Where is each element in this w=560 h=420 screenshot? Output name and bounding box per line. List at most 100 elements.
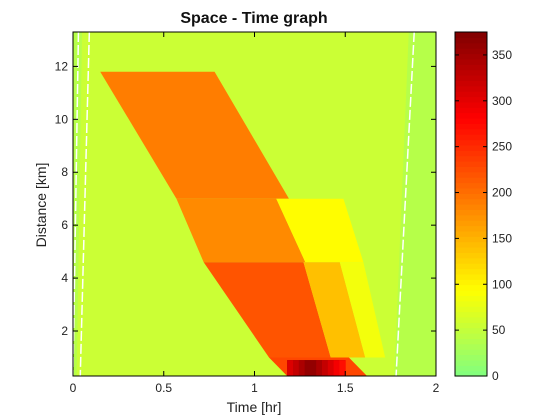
colorbar-segment: [455, 316, 487, 323]
hot-cell: [292, 360, 300, 376]
colorbar-segment: [455, 268, 487, 275]
colorbar-segment: [455, 365, 487, 372]
x-axis-ticks: 0 0.5 1 1.5 2: [70, 32, 440, 395]
colorbar-segment: [455, 220, 487, 227]
colorbar-segment: [455, 311, 487, 318]
colorbar: 0 50 100 150 200 250 300 350: [454, 31, 512, 383]
hot-cell: [287, 360, 294, 376]
colorbar-tick-label: 0: [492, 369, 499, 383]
heatmap-plot-area: [72, 31, 436, 377]
x-tick-label: 1.5: [337, 381, 354, 395]
hot-cell: [339, 360, 346, 376]
colorbar-segment: [455, 263, 487, 270]
colorbar-segment: [455, 279, 487, 286]
colorbar-segment: [455, 214, 487, 221]
vehicle-trajectory-2: [395, 31, 415, 377]
colorbar-segment: [455, 343, 487, 350]
congestion-region-5: [339, 262, 386, 358]
hot-cell: [304, 360, 311, 376]
colorbar-segment: [455, 349, 487, 356]
colorbar-segment: [455, 118, 487, 124]
free-flow-band-0: [73, 32, 83, 376]
colorbar-segment: [455, 123, 487, 130]
colorbar-segment: [455, 161, 487, 167]
y-tick-label: 8: [61, 165, 68, 179]
colorbar-segment: [455, 166, 487, 173]
congestion-region-2: [276, 198, 364, 263]
colorbar-segment: [455, 69, 487, 76]
colorbar-segment: [455, 75, 487, 81]
y-tick-label: 6: [61, 218, 68, 232]
colorbar-segment: [455, 101, 487, 108]
y-tick-label: 4: [61, 271, 68, 285]
colorbar-segment: [455, 290, 487, 296]
colorbar-segment: [455, 80, 487, 87]
colorbar-segment: [455, 236, 487, 243]
congestion-region-1: [176, 198, 306, 263]
colorbar-segment: [455, 306, 487, 313]
colorbar-segment: [455, 225, 487, 232]
y-axis-ticks: 2 4 6 8 10 12: [55, 59, 436, 338]
colorbar-segment: [455, 247, 487, 253]
colorbar-segment: [455, 295, 487, 302]
colorbar-segment: [455, 327, 487, 334]
colorbar-segment: [455, 144, 487, 151]
hot-cell: [322, 360, 329, 376]
y-tick-label: 12: [55, 59, 69, 73]
colorbar-segment: [455, 257, 487, 264]
x-tick-label: 0: [70, 381, 77, 395]
hot-cell: [333, 360, 340, 376]
colorbar-segment: [455, 322, 487, 329]
y-tick-label: 2: [61, 324, 68, 338]
colorbar-segment: [455, 171, 487, 178]
colorbar-segment: [455, 370, 487, 377]
colorbar-segment: [455, 177, 487, 184]
colorbar-segment: [455, 182, 487, 189]
vehicle-trajectory-0: [72, 31, 80, 377]
colorbar-segment: [455, 85, 487, 92]
colorbar-tick-label: 250: [492, 140, 512, 154]
colorbar-segment: [455, 58, 487, 65]
hot-cell: [298, 360, 306, 376]
colorbar-segment: [455, 37, 487, 44]
colorbar-segment: [455, 204, 487, 210]
colorbar-segment: [455, 187, 487, 194]
colorbar-segment: [455, 112, 487, 119]
vehicle-trajectory-1: [79, 31, 91, 377]
colorbar-segment: [455, 134, 487, 141]
free-flow-band-1: [394, 32, 436, 376]
chart-title: Space - Time graph: [180, 10, 327, 27]
hot-cell: [310, 360, 317, 376]
colorbar-tick-label: 100: [492, 277, 512, 291]
colorbar-segment: [455, 230, 487, 237]
colorbar-segment: [455, 32, 487, 38]
colorbar-segment: [455, 91, 487, 98]
colorbar-segment: [455, 273, 487, 280]
colorbar-segment: [455, 193, 487, 200]
colorbar-segment: [455, 284, 487, 291]
colorbar-segment: [455, 96, 487, 103]
colorbar-segment: [455, 359, 487, 366]
colorbar-segment: [455, 300, 487, 307]
colorbar-segment: [455, 155, 487, 162]
colorbar-segment: [455, 139, 487, 146]
congestion-region-3: [203, 262, 331, 358]
colorbar-segment: [455, 198, 487, 205]
colorbar-segment: [455, 338, 487, 345]
colorbar-segment: [455, 53, 487, 60]
colorbar-frame: [454, 31, 488, 377]
colorbar-tick-label: 150: [492, 231, 512, 245]
congestion-region-4: [303, 262, 366, 358]
colorbar-segment: [455, 42, 487, 49]
colorbar-tick-label: 200: [492, 186, 512, 200]
colorbar-segment: [455, 107, 487, 114]
x-tick-label: 1: [251, 381, 258, 395]
colorbar-tick-label: 300: [492, 94, 512, 108]
x-axis-label: Time [hr]: [227, 399, 282, 415]
colorbar-segment: [455, 209, 487, 216]
colorbar-segment: [455, 64, 487, 71]
colorbar-segment: [455, 128, 487, 135]
hot-cell: [327, 360, 335, 376]
hot-cell: [316, 360, 323, 376]
colorbar-segment: [455, 48, 487, 55]
